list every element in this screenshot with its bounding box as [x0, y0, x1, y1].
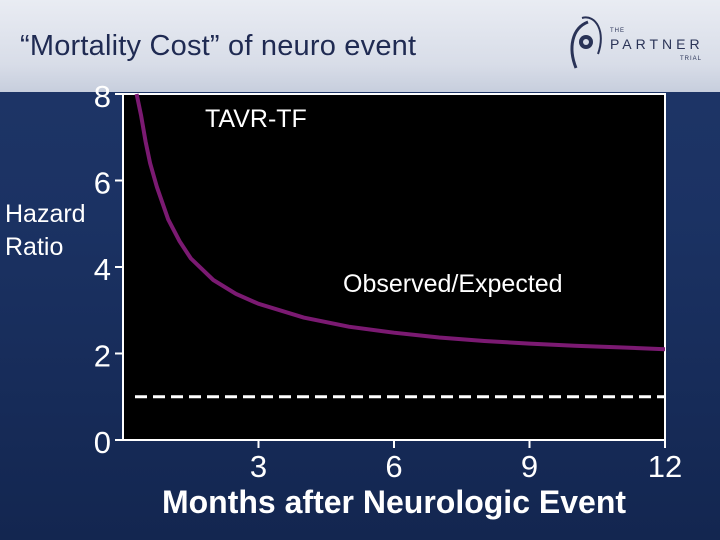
partner-trial-logo: THE PARTNER TRIAL: [562, 14, 712, 80]
plot-area: [122, 93, 666, 441]
x-tick-label: 6: [385, 449, 402, 484]
y-tick-label: 2: [94, 339, 111, 374]
y-tick-label: 0: [94, 425, 111, 460]
partner-logo-mark-icon: [570, 16, 602, 69]
logo-word-the: THE: [610, 28, 625, 34]
series-line-observed-expected: [134, 93, 666, 352]
annotation-observed-expected: Observed/Expected: [343, 270, 563, 298]
y-tick-label: 4: [94, 252, 111, 287]
logo-word-partner: PARTNER: [610, 36, 704, 52]
y-tick-label: 8: [94, 79, 111, 114]
x-tick-label: 12: [648, 449, 682, 484]
y-axis-title-line-1: Hazard: [5, 200, 86, 228]
x-tick-label: 3: [250, 449, 267, 484]
x-axis-title: Months after Neurologic Event: [161, 484, 627, 520]
x-tick-label: 9: [521, 449, 538, 484]
y-axis-title-line-2: Ratio: [5, 233, 64, 261]
y-axis-title: Hazard Ratio: [5, 198, 86, 264]
logo-word-trial: TRIAL: [680, 56, 703, 62]
y-tick-label: 6: [94, 166, 111, 201]
annotation-tavr-tf: TAVR-TF: [205, 105, 307, 133]
slide-title: “Mortality Cost” of neuro event: [20, 30, 417, 62]
